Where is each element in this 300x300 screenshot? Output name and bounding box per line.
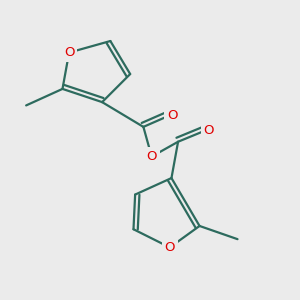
Text: O: O [64, 46, 74, 59]
Text: O: O [165, 241, 175, 254]
Text: O: O [203, 124, 214, 137]
Text: O: O [146, 150, 157, 163]
Text: O: O [167, 109, 178, 122]
